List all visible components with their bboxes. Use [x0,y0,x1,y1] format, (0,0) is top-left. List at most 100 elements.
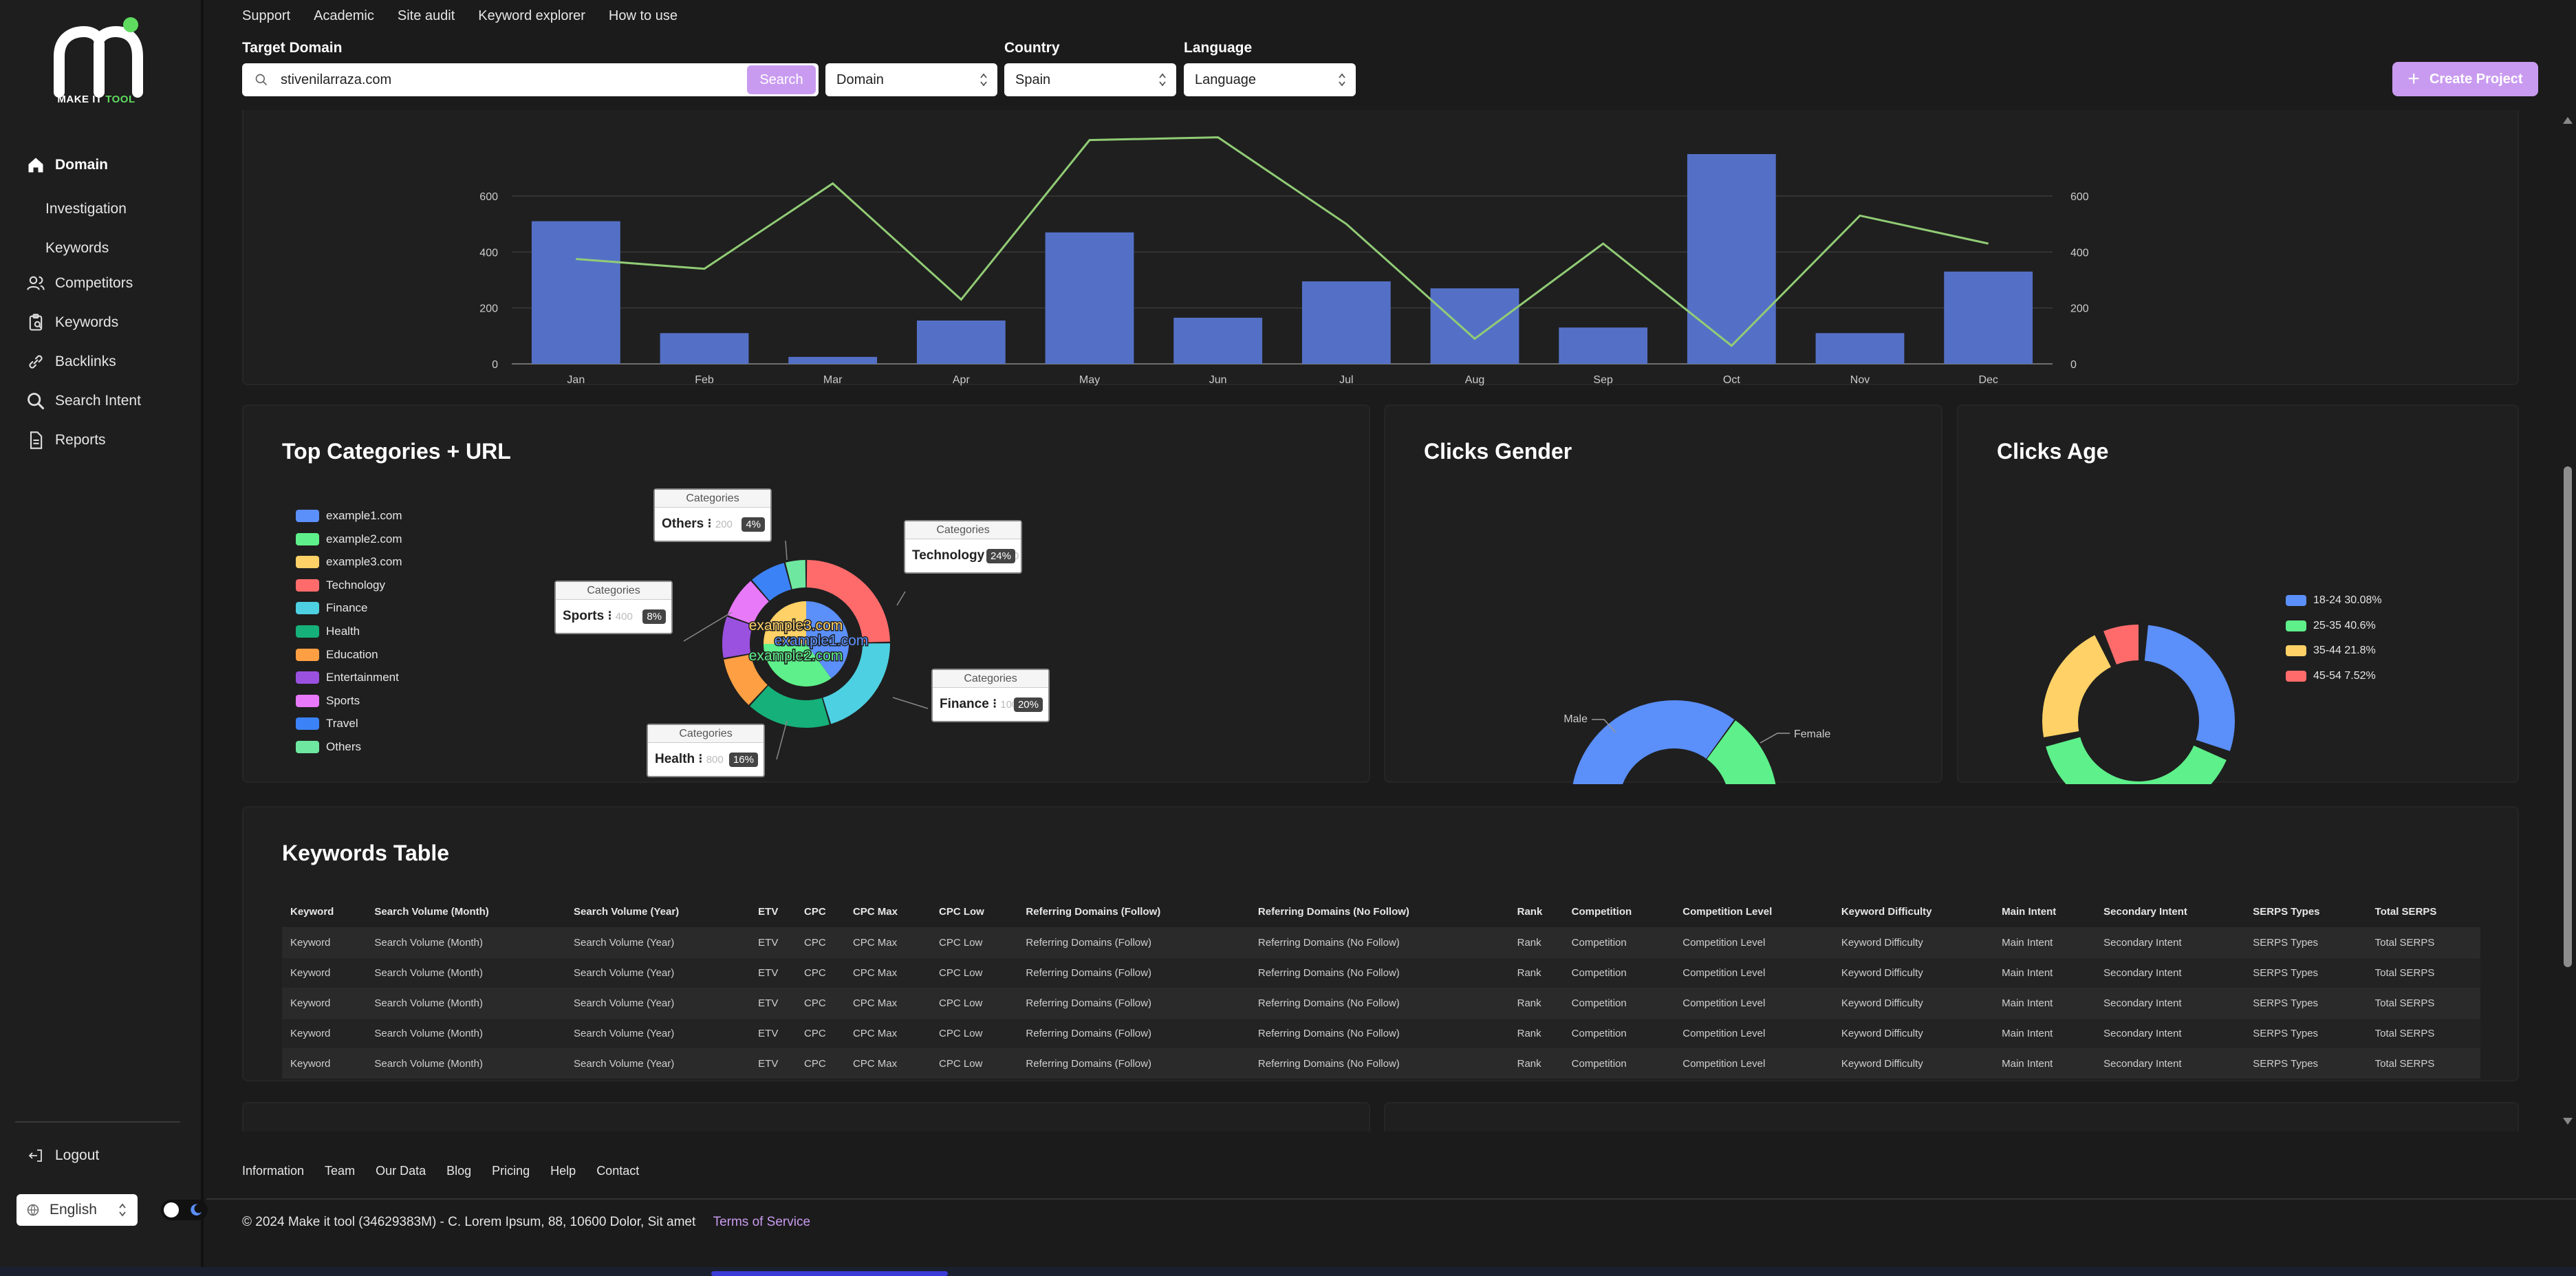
legend-item[interactable]: example2.com [296,532,402,546]
tooltip-head: Categories [933,670,1048,688]
footer-link-contact[interactable]: Contact [596,1164,640,1178]
brand-name-accent: TOOL [105,94,136,105]
clicks-age-pie [2042,625,2235,784]
legend-item[interactable]: Travel [296,717,358,731]
table-cell: Secondary Intent [2095,957,2245,988]
table-cell: Search Volume (Month) [366,957,566,988]
table-row[interactable]: Keyword Search Volume (Month) Search Volum… [282,1017,2480,1048]
table-cell: Referring Domains (Follow) [1017,927,1250,958]
column-header[interactable]: Referring Domains (No Follow) [1257,906,1409,918]
column-header[interactable]: Referring Domains (Follow) [1026,906,1161,918]
topnav-keyword-explorer[interactable]: Keyword explorer [478,8,585,23]
footer-link-our-data[interactable]: Our Data [376,1164,426,1178]
table-row[interactable]: Keyword Search Volume (Month) Search Volum… [282,987,2480,1018]
age-legend-item[interactable]: 18-24 30.08% [2286,594,2382,607]
column-header[interactable]: Competition [1571,906,1632,918]
leader-line [1592,719,1616,733]
column-header[interactable]: Keyword Difficulty [1841,906,1932,918]
age-legend-item[interactable]: 25-35 40.6% [2286,620,2376,632]
logout-button[interactable]: Logout [28,1147,99,1164]
age-legend-item[interactable]: 45-54 7.52% [2286,670,2376,682]
logo-icon[interactable] [54,17,143,106]
y-tick-right: 400 [2070,247,2089,259]
column-header[interactable]: Search Volume (Month) [374,906,489,918]
column-header[interactable]: Main Intent [2002,906,2057,918]
sidebar-item-competitors[interactable]: Competitors [26,270,133,297]
legend-item[interactable]: example3.com [296,555,402,569]
sidebar-item-keywords[interactable]: Keywords [26,309,118,336]
table-row[interactable]: Keyword Search Volume (Month) Search Volum… [282,927,2480,958]
select-arrows-icon [1339,73,1345,87]
column-header[interactable]: Keyword [290,906,334,918]
column-header[interactable]: Secondary Intent [2103,906,2187,918]
table-cell: Search Volume (Year) [565,927,750,958]
top-categories-title: Top Categories + URL [282,439,511,464]
type-select[interactable]: Domain [825,63,997,96]
legend-item[interactable]: Others [296,740,361,754]
legend-item[interactable]: Health [296,625,360,638]
legend-item[interactable]: Education [296,648,378,662]
column-header[interactable]: Search Volume (Year) [574,906,680,918]
table-cell: CPC Low [931,927,1018,958]
footer-link-team[interactable]: Team [325,1164,356,1178]
column-header[interactable]: CPC Max [852,906,898,918]
sidebar-item-backlinks[interactable]: Backlinks [26,348,116,376]
terms-of-service-link[interactable]: Terms of Service [713,1215,811,1229]
legend-item[interactable]: example1.com [296,509,402,523]
column-header[interactable]: Competition Level [1682,906,1773,918]
table-row[interactable]: Keyword Search Volume (Month) Search Volum… [282,957,2480,988]
topnav-site-audit[interactable]: Site audit [397,8,455,23]
legend-swatch [296,694,319,707]
sidebar-item-domain[interactable]: Domain [26,151,108,179]
bottom-highlight [711,1271,948,1276]
column-header[interactable]: CPC Low [939,906,984,918]
table-cell: Secondary Intent [2095,1048,2245,1079]
sidebar-item-reports[interactable]: Reports [26,426,106,454]
table-cell: Competition [1563,1017,1675,1048]
table-row[interactable]: Keyword Search Volume (Month) Search Volum… [282,1048,2480,1079]
age-slice [2042,635,2111,737]
column-header[interactable]: Rank [1517,906,1543,918]
sidebar-subitem-keywords[interactable]: Keywords [45,240,109,256]
page-scrollbar[interactable] [2560,110,2575,1132]
footer-link-information[interactable]: Information [242,1164,305,1178]
tooltip-label: Finance [940,697,989,711]
theme-toggle[interactable] [161,1200,208,1220]
column-header[interactable]: SERPS Types [2253,906,2320,918]
footer-link-pricing[interactable]: Pricing [492,1164,530,1178]
scrollbar-thumb[interactable] [2564,466,2572,967]
table-header-row: Keyword Search Volume (Month) Search Volum… [282,897,2480,927]
x-tick-label: Jan [567,374,585,386]
bar [916,320,1006,364]
legend-item[interactable]: Technology [296,578,385,592]
footer-link-help[interactable]: Help [550,1164,576,1178]
topnav-support[interactable]: Support [242,8,291,23]
search-button[interactable]: Search [747,65,816,94]
legend-item[interactable]: Sports [296,694,360,708]
language-select[interactable]: English [17,1194,138,1226]
table-cell: Keyword Difficulty [1832,927,1994,958]
table-cell: ETV [750,957,797,988]
create-project-button[interactable]: + Create Project [2392,62,2538,96]
bar [1815,333,1905,364]
column-header[interactable]: Total SERPS [2374,906,2437,918]
sidebar-subitem-investigation[interactable]: Investigation [45,201,127,217]
country-select[interactable]: Spain [1004,63,1176,96]
tooltip-label: Sports [563,609,605,623]
legend-item[interactable]: Finance [296,601,367,615]
next-card-left [242,1102,1370,1132]
category-tooltip: Categories Health ⁝ 800 16% [647,724,765,777]
scroll-up-icon[interactable] [2563,117,2573,124]
column-header[interactable]: ETV [758,906,779,918]
link-icon [29,355,43,369]
legend-item[interactable]: Entertainment [296,671,399,684]
sidebar-item-search-intent[interactable]: Search Intent [26,387,141,415]
search-input[interactable]: stivenilarraza.com Search [242,63,819,96]
topnav-academic[interactable]: Academic [314,8,374,23]
topnav-how-to-use[interactable]: How to use [608,8,678,23]
scroll-down-icon[interactable] [2563,1118,2573,1125]
age-legend-item[interactable]: 35-44 21.8% [2286,645,2376,657]
column-header[interactable]: CPC [804,906,826,918]
footer-link-blog[interactable]: Blog [446,1164,472,1178]
language-filter-select[interactable]: Language [1184,63,1356,96]
